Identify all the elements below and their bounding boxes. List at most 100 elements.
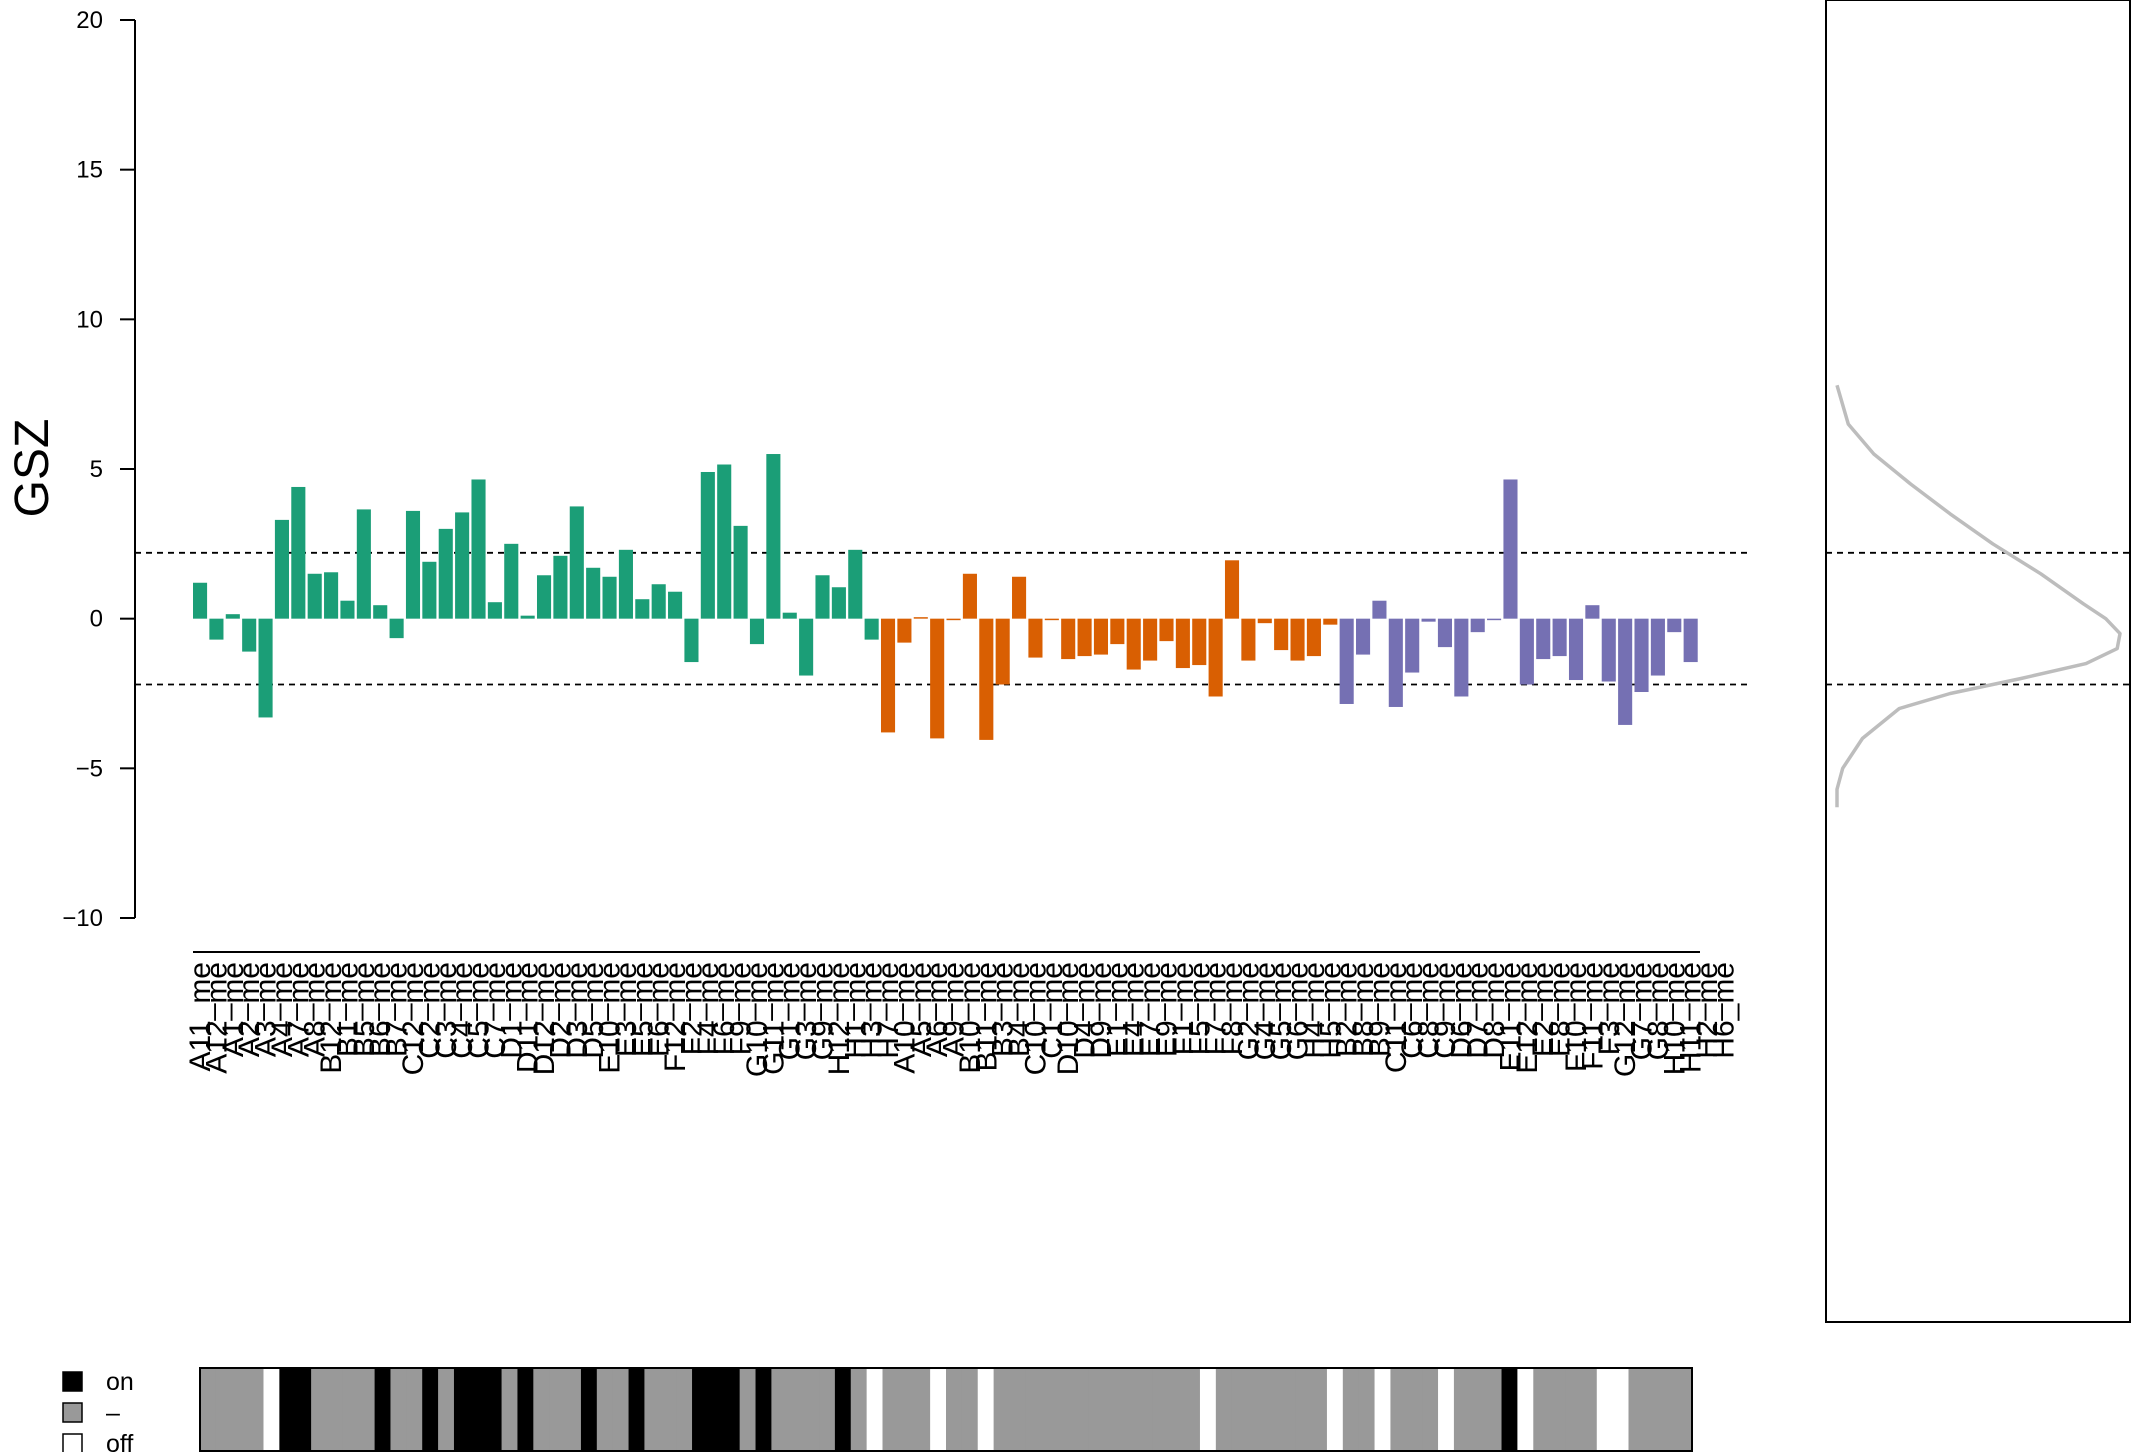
x-tick-label: F10_me bbox=[1560, 962, 1593, 1072]
bar bbox=[1306, 618, 1321, 657]
status-cell bbox=[1041, 1368, 1058, 1451]
status-cell bbox=[1057, 1368, 1074, 1451]
bar bbox=[1224, 560, 1240, 619]
legend-label: – bbox=[106, 1399, 120, 1427]
x-tick-label: E7_me bbox=[1134, 962, 1167, 1057]
bar bbox=[569, 506, 584, 619]
status-cell bbox=[1152, 1368, 1169, 1451]
status-cell bbox=[326, 1368, 344, 1451]
x-tick-label: G3_me bbox=[790, 962, 823, 1060]
status-cell bbox=[1104, 1368, 1122, 1451]
status-cell bbox=[1120, 1368, 1138, 1451]
bar bbox=[1585, 605, 1600, 619]
bar bbox=[799, 618, 814, 676]
status-cell bbox=[1279, 1368, 1296, 1451]
bar bbox=[1372, 600, 1387, 619]
x-tick-label: D4_me bbox=[1069, 962, 1102, 1059]
x-tick-label: H10_me bbox=[1658, 962, 1691, 1075]
x-tick-label: E12_me bbox=[1511, 962, 1544, 1074]
status-cell bbox=[961, 1368, 979, 1451]
x-tick-label: F5_me bbox=[1183, 962, 1216, 1055]
x-tick-label: C2_me bbox=[413, 962, 446, 1059]
x-tick-label: E6_me bbox=[643, 962, 676, 1057]
status-cell bbox=[1311, 1368, 1328, 1451]
bar bbox=[1568, 618, 1584, 681]
x-axis-labels: A11_meA12_meA1_meA2_meA3_meA4_meA7_meA8_… bbox=[184, 951, 1740, 1077]
status-cell bbox=[1469, 1368, 1487, 1451]
x-tick-label: B5_me bbox=[348, 962, 381, 1057]
x-tick-label: D10_me bbox=[1052, 962, 1085, 1075]
status-cell bbox=[1168, 1368, 1185, 1451]
x-tick-label: G7_me bbox=[1626, 962, 1659, 1060]
x-tick-label: A6_me bbox=[921, 962, 954, 1057]
status-cell bbox=[580, 1368, 598, 1451]
bar bbox=[356, 509, 371, 619]
status-cell bbox=[1485, 1368, 1503, 1451]
status-cell bbox=[1549, 1368, 1566, 1451]
status-cell bbox=[453, 1368, 471, 1451]
x-tick-label: F7_me bbox=[1200, 962, 1233, 1055]
x-tick-label: B10_me bbox=[954, 962, 987, 1074]
bar bbox=[389, 618, 404, 639]
bar bbox=[1159, 618, 1174, 642]
x-tick-label: E8_me bbox=[1544, 962, 1577, 1057]
x-tick-label: H4_me bbox=[1298, 962, 1331, 1059]
status-cell bbox=[374, 1368, 392, 1451]
bar bbox=[979, 618, 994, 740]
status-cell bbox=[1072, 1368, 1090, 1451]
bar bbox=[291, 486, 306, 619]
status-cell bbox=[390, 1368, 407, 1451]
y-axis-label: GSZ bbox=[6, 419, 59, 518]
bar bbox=[307, 573, 322, 619]
legend-swatch-on bbox=[62, 1371, 83, 1392]
status-cell bbox=[1374, 1368, 1392, 1451]
y-tick-label: 15 bbox=[76, 157, 103, 184]
bar bbox=[700, 471, 715, 619]
status-cell bbox=[358, 1368, 376, 1451]
bar bbox=[1552, 618, 1567, 657]
y-axis: 20 15 10 5 0 −5 −10 bbox=[62, 7, 136, 932]
y-tick-label: 0 bbox=[90, 606, 103, 633]
bar bbox=[242, 618, 257, 652]
bar bbox=[635, 599, 650, 619]
status-cell bbox=[1422, 1368, 1439, 1451]
bar bbox=[684, 618, 699, 663]
status-cell bbox=[263, 1368, 280, 1451]
x-tick-label: D6_me bbox=[1445, 962, 1478, 1059]
x-tick-label: A8_me bbox=[299, 962, 332, 1057]
status-cell bbox=[342, 1368, 360, 1451]
status-strip-frame bbox=[199, 1367, 1693, 1452]
status-cell bbox=[1215, 1368, 1233, 1451]
bar bbox=[209, 618, 224, 640]
status-cell bbox=[1199, 1368, 1217, 1451]
x-tick-label: G4_me bbox=[1249, 962, 1282, 1060]
x-tick-label: D8_me bbox=[1478, 962, 1511, 1059]
status-cell bbox=[803, 1368, 820, 1451]
x-tick-label: H3_me bbox=[856, 962, 889, 1059]
x-tick-label: A11_me bbox=[184, 962, 217, 1072]
x-tick-label: H6_me bbox=[1707, 962, 1740, 1059]
y-tick-label: 5 bbox=[90, 456, 103, 483]
x-tick-label: B8_me bbox=[1347, 962, 1380, 1057]
status-cell bbox=[231, 1368, 249, 1451]
bar bbox=[274, 519, 289, 619]
bar bbox=[1274, 618, 1289, 651]
legend-label: off bbox=[106, 1430, 133, 1452]
bars bbox=[193, 454, 1698, 740]
x-tick-label: G5_me bbox=[1265, 962, 1298, 1060]
x-tick-label: G10_me bbox=[741, 962, 774, 1077]
bar bbox=[848, 549, 863, 619]
bar bbox=[1028, 618, 1043, 658]
x-tick-label: B12_me bbox=[315, 962, 348, 1074]
status-cell bbox=[1009, 1368, 1026, 1451]
status-cell bbox=[723, 1368, 741, 1451]
status-cell bbox=[517, 1368, 534, 1451]
status-cell bbox=[1533, 1368, 1550, 1451]
bar bbox=[1175, 618, 1190, 669]
status-cell bbox=[279, 1368, 296, 1451]
x-tick-label: G11_me bbox=[757, 962, 790, 1075]
bar bbox=[1487, 618, 1502, 621]
density-panel bbox=[1825, 0, 2131, 1323]
bar bbox=[1356, 618, 1371, 655]
